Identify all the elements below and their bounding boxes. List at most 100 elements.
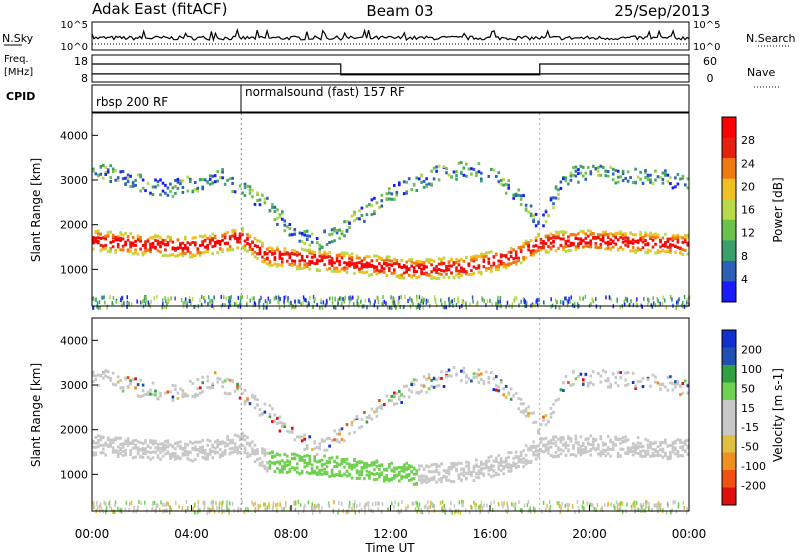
echo-cell xyxy=(206,385,209,389)
echo-cell xyxy=(174,254,177,258)
echo-cell xyxy=(119,443,122,446)
echo-cell xyxy=(305,454,309,458)
echo-cell xyxy=(124,182,127,186)
ground-scatter xyxy=(285,501,287,506)
echo-cell xyxy=(412,382,416,386)
echo-cell xyxy=(333,429,336,433)
echo-cell xyxy=(340,251,344,255)
echo-cell xyxy=(661,441,665,445)
echo-cell xyxy=(378,475,381,479)
echo-cell xyxy=(621,169,625,173)
echo-cell xyxy=(228,235,232,239)
echo-cell xyxy=(368,476,371,480)
echo-cell xyxy=(318,472,321,476)
echo-cell xyxy=(651,454,655,458)
echo-cell xyxy=(343,472,346,476)
echo-cell xyxy=(601,235,605,239)
ground-scatter xyxy=(535,299,537,304)
echo-cell xyxy=(452,465,456,469)
echo-cell xyxy=(373,269,376,273)
echo-cell xyxy=(472,272,476,275)
echo-cell xyxy=(126,238,130,242)
echo-cell xyxy=(475,463,478,467)
echo-cell xyxy=(338,269,341,273)
echo-cell xyxy=(412,378,416,382)
echo-cell xyxy=(355,460,359,464)
ground-scatter xyxy=(153,296,155,301)
echo-cell xyxy=(201,438,204,442)
echo-cell xyxy=(176,396,180,400)
echo-cell xyxy=(462,470,466,474)
echo-cell xyxy=(445,475,448,479)
echo-cell xyxy=(393,197,396,201)
echo-cell xyxy=(310,232,314,236)
echo-cell xyxy=(151,439,155,443)
echo-cell xyxy=(281,467,284,471)
echo-cell xyxy=(288,256,292,260)
echo-cell xyxy=(161,442,165,446)
echo-cell xyxy=(477,465,481,469)
echo-cell xyxy=(502,472,505,476)
echo-cell xyxy=(208,238,212,242)
echo-cell xyxy=(218,240,222,243)
echo-cell xyxy=(343,266,346,270)
ground-scatter xyxy=(559,305,561,310)
echo-cell xyxy=(310,448,314,452)
ground-scatter xyxy=(568,296,570,301)
echo-cell xyxy=(109,444,112,448)
echo-cell xyxy=(373,473,376,476)
echo-cell xyxy=(383,477,386,481)
echo-cell xyxy=(587,229,590,233)
ground-scatter xyxy=(99,502,102,507)
echo-cell xyxy=(674,452,677,456)
echo-cell xyxy=(223,242,227,245)
echo-cell xyxy=(676,380,680,384)
echo-cell xyxy=(532,251,535,255)
echo-cell xyxy=(263,197,267,201)
echo-cell xyxy=(410,381,413,385)
echo-cell xyxy=(641,236,645,239)
echo-cell xyxy=(211,245,214,249)
ground-scatter xyxy=(596,503,599,508)
echo-cell xyxy=(420,389,423,393)
ground-scatter xyxy=(140,300,142,305)
echo-cell xyxy=(298,259,302,263)
echo-cell xyxy=(532,440,535,444)
echo-cell xyxy=(293,438,297,442)
echo-cell xyxy=(266,461,269,465)
echo-cell xyxy=(514,466,518,469)
echo-cell xyxy=(547,245,550,249)
ground-scatter xyxy=(194,502,196,507)
echo-cell xyxy=(166,390,170,394)
echo-cell xyxy=(442,275,446,279)
echo-cell xyxy=(251,393,254,397)
echo-cell xyxy=(477,469,481,473)
echo-cell xyxy=(654,232,657,236)
echo-cell xyxy=(569,241,573,245)
echo-cell xyxy=(534,244,538,248)
echo-cell xyxy=(231,230,234,234)
echo-cell xyxy=(156,442,160,446)
echo-cell xyxy=(417,391,421,394)
echo-cell xyxy=(402,468,406,472)
echo-cell xyxy=(176,177,180,181)
echo-cell xyxy=(410,390,413,394)
ground-scatter xyxy=(493,500,495,504)
echo-cell xyxy=(330,456,334,460)
ground-scatter xyxy=(401,500,403,504)
echo-cell xyxy=(109,164,112,168)
ground-scatter xyxy=(445,305,447,310)
ground-scatter xyxy=(608,295,611,300)
echo-cell xyxy=(243,446,247,450)
echo-cell xyxy=(276,452,279,456)
ground-scatter xyxy=(211,300,214,305)
echo-cell xyxy=(577,232,580,236)
echo-cell xyxy=(472,167,476,171)
ground-scatter xyxy=(225,296,227,301)
echo-cell xyxy=(589,434,593,438)
echo-cell xyxy=(196,189,200,193)
echo-cell xyxy=(529,446,533,450)
echo-cell xyxy=(562,436,565,439)
echo-cell xyxy=(119,436,122,440)
echo-cell xyxy=(522,465,525,469)
